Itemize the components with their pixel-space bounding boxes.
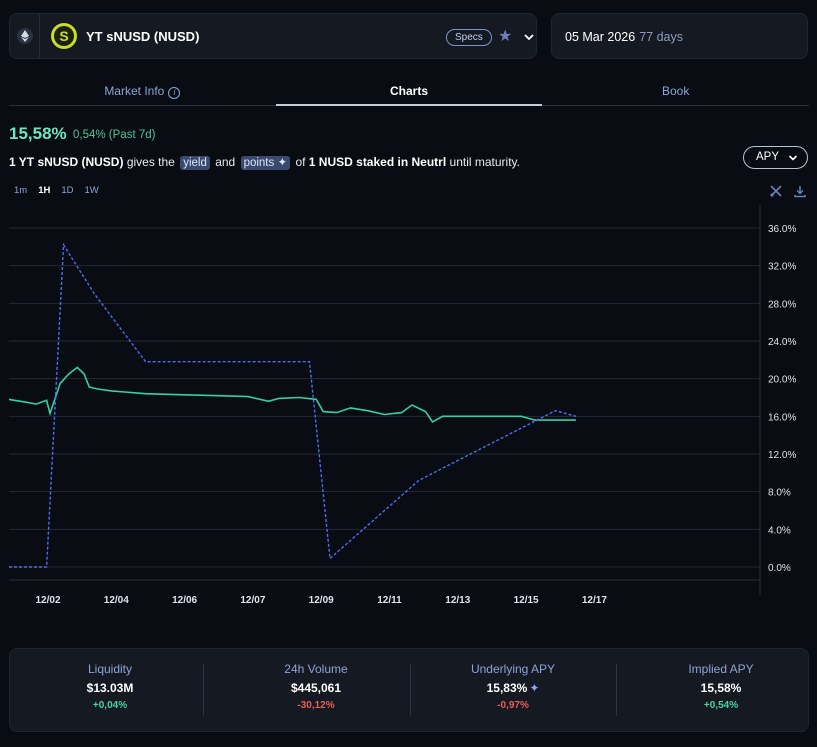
stat-implied-apy: Implied APY 15,58% +0,54% (621, 662, 817, 711)
token-name: YT sNUSD (NUSD) (86, 29, 200, 44)
tab-bar: Market Info i Charts Book (9, 80, 809, 106)
x-tick-label: 12/13 (445, 595, 470, 606)
points-tag: points ✦ (240, 156, 291, 170)
chain-selector[interactable] (10, 14, 40, 58)
chevron-down-icon (788, 155, 798, 161)
y-tick-label: 20.0% (768, 375, 796, 386)
token-logo-letter: S (54, 26, 74, 46)
maturity-date: 05 Mar 2026 77 days (565, 30, 683, 44)
stat-change: -0,97% (497, 700, 529, 711)
x-tick-label: 12/17 (582, 595, 607, 606)
interval-selector: 1m 1H 1D 1W (14, 185, 99, 196)
implied-apy-line (8, 366, 576, 424)
stats-bar: Liquidity $13.03M +0,04% 24h Volume $445… (9, 648, 809, 732)
current-apy: 15,58% (9, 124, 67, 143)
apy-change: 0,54% (Past 7d) (73, 129, 156, 141)
maturity-date-value: 05 Mar 2026 (565, 30, 636, 44)
y-tick-label: 32.0% (768, 262, 796, 273)
underlying-apy-line (9, 242, 577, 568)
y-tick-label: 4.0% (768, 525, 791, 536)
stat-value: $445,061 (290, 681, 342, 695)
desc-token: 1 YT sNUSD (NUSD) (9, 155, 124, 169)
desc-asset: 1 NUSD staked in Neutrl (308, 155, 447, 169)
tab-market-info[interactable]: Market Info i (9, 80, 276, 105)
stat-label: Implied APY (688, 662, 754, 676)
x-tick-label: 12/06 (172, 595, 197, 606)
interval-1d[interactable]: 1D (61, 185, 74, 196)
desc-of: of (295, 155, 306, 169)
stat-label: Liquidity (87, 662, 133, 676)
stat-change: -30,12% (297, 700, 335, 711)
y-tick-label: 36.0% (768, 224, 796, 235)
chevron-down-icon[interactable] (523, 31, 535, 43)
divider (616, 664, 617, 716)
tab-book[interactable]: Book (662, 84, 690, 98)
y-tick-label: 16.0% (768, 412, 796, 423)
metric-select-label: APY (756, 151, 780, 163)
desc-suffix: until maturity. (449, 155, 520, 169)
divider (410, 664, 411, 716)
metric-select[interactable]: APY (743, 146, 808, 169)
x-tick-label: 12/09 (309, 595, 334, 606)
x-tick-label: 12/11 (377, 595, 402, 606)
stat-24h-volume: 24h Volume $445,061 -30,12% (216, 662, 416, 711)
description: 1 YT sNUSD (NUSD) gives the yield and po… (9, 155, 520, 170)
stat-value-text: 15,83% (486, 681, 528, 695)
points-tag-label: points (243, 157, 275, 169)
token-logo: S (51, 23, 77, 49)
stat-liquidity: Liquidity $13.03M +0,04% (10, 662, 210, 711)
x-tick-label: 12/04 (104, 595, 129, 606)
tools-icon[interactable] (769, 184, 783, 198)
sparkle-icon: ✦ (277, 157, 288, 169)
stat-label: 24h Volume (284, 662, 348, 676)
desc-and: and (215, 155, 236, 169)
interval-1h[interactable]: 1H (38, 185, 51, 196)
download-icon[interactable] (793, 184, 807, 198)
stat-label: Underlying APY (470, 662, 556, 676)
x-tick-label: 12/15 (514, 595, 539, 606)
tab-charts[interactable]: Charts (275, 80, 543, 106)
apy-chart[interactable]: 36.0% 32.0% 28.0% 24.0% 20.0% 16.0% 12.0% 8.0% 4… (0, 205, 817, 615)
x-tick-label: 12/07 (240, 595, 265, 606)
stat-value: 15,58% (700, 681, 742, 695)
ethereum-icon (16, 28, 33, 44)
sparkle-icon: ✦ (529, 681, 540, 695)
y-tick-label: 28.0% (768, 299, 796, 310)
days-remaining: 77 days (639, 30, 683, 44)
y-tick-label: 0.0% (768, 563, 791, 574)
specs-button[interactable]: Specs (446, 29, 492, 46)
interval-1m[interactable]: 1m (14, 185, 28, 196)
y-tick-label: 24.0% (768, 337, 796, 348)
stat-value: 15,83% ✦ (413, 681, 613, 695)
yield-tag: yield (180, 156, 210, 170)
y-tick-label: 8.0% (768, 488, 791, 499)
maturity-selector[interactable]: 05 Mar 2026 77 days (551, 13, 808, 59)
market-header: S YT sNUSD (NUSD) Specs ★ (9, 13, 537, 59)
tab-market-info-label: Market Info (104, 84, 165, 98)
stat-change: +0,54% (703, 700, 739, 711)
star-icon[interactable]: ★ (498, 28, 513, 45)
y-tick-label: 12.0% (768, 450, 796, 461)
stat-change: +0,04% (92, 700, 128, 711)
stat-underlying-apy: Underlying APY 15,83% ✦ -0,97% (413, 662, 613, 711)
info-icon[interactable]: i (168, 87, 181, 99)
divider (203, 664, 204, 716)
x-tick-label: 12/02 (35, 595, 60, 606)
interval-1w[interactable]: 1W (84, 185, 99, 196)
stat-value: $13.03M (86, 681, 134, 695)
desc-gives: gives the (126, 155, 175, 169)
